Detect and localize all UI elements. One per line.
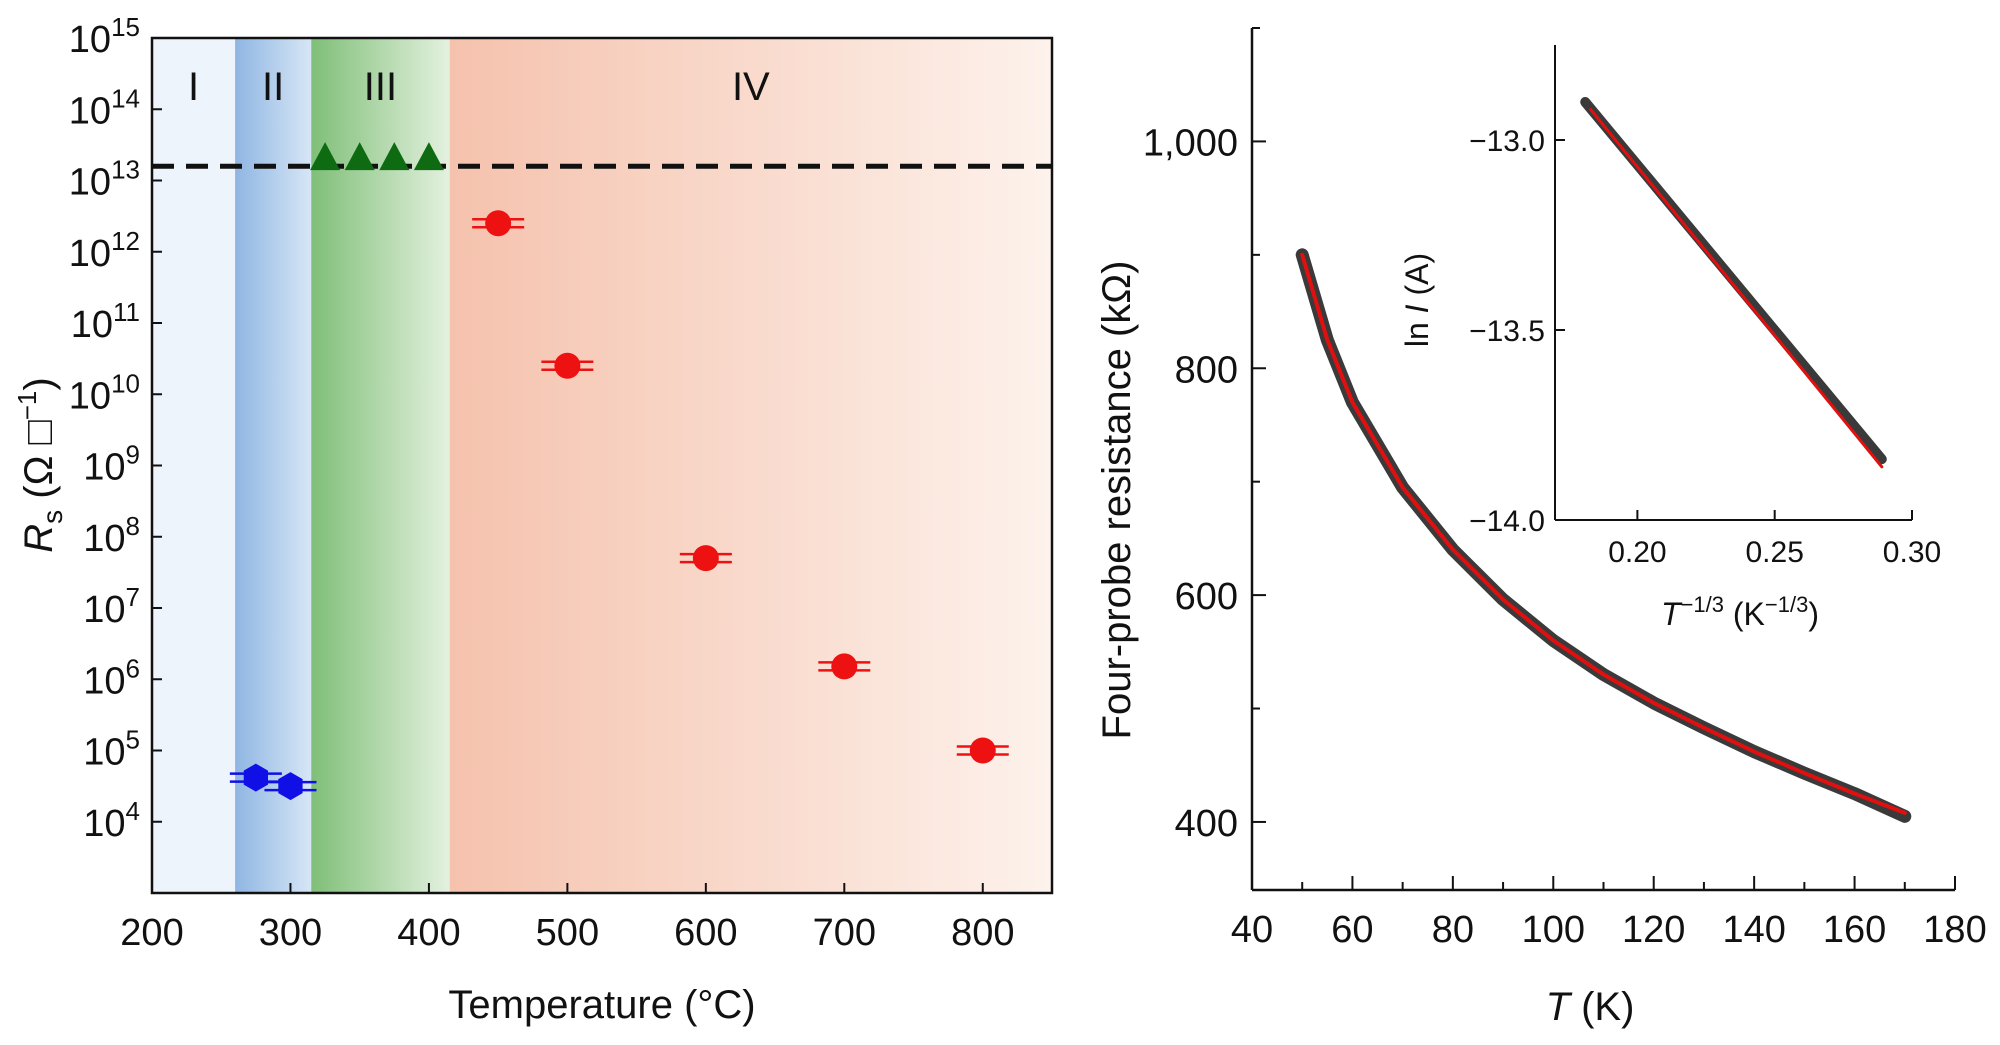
data-point-hexagon-1: [264, 772, 317, 801]
inset-y-tick-label: −14.0: [1469, 505, 1545, 538]
y-tick-label: 105: [83, 725, 140, 774]
x-tick-label: 500: [536, 912, 599, 954]
x-tick-label: 180: [1923, 909, 1986, 951]
y-tick-label: 1012: [69, 226, 140, 275]
region-label-i: I: [188, 65, 199, 109]
data-point-triangle-0: [310, 142, 341, 171]
y-tick-label: 106: [83, 653, 140, 702]
inset-x-tick-label: 0.25: [1745, 536, 1803, 569]
data-point-triangle-2: [379, 142, 410, 171]
right-x-axis-title: T (K): [1546, 985, 1635, 1029]
region-label-ii: II: [262, 65, 284, 109]
inset-y-tick-label: −13.0: [1469, 125, 1545, 158]
x-tick-label: 200: [120, 912, 183, 954]
x-tick-label: 120: [1622, 909, 1685, 951]
y-tick-label: 600: [1175, 576, 1238, 618]
data-point-circle-1: [541, 352, 594, 379]
series-line-fit: [1300, 252, 1907, 815]
y-tick-label: 109: [83, 440, 140, 489]
y-tick-label: 1,000: [1143, 122, 1238, 164]
x-tick-label: 160: [1823, 909, 1886, 951]
x-tick-label: 600: [674, 912, 737, 954]
y-tick-label: 1011: [71, 297, 140, 346]
y-tick-label: 1010: [69, 368, 140, 417]
y-tick-label: 400: [1175, 803, 1238, 845]
x-tick-label: 80: [1432, 909, 1474, 951]
left-y-axis-title: Rs (Ω □−1): [12, 377, 68, 552]
region-label-iii: III: [364, 65, 397, 109]
triangle-marker: [310, 142, 341, 171]
region-iii-band: [311, 38, 450, 893]
x-tick-label: 60: [1331, 909, 1373, 951]
left-x-axis-title: Temperature (°C): [448, 983, 755, 1027]
x-tick-label: 100: [1522, 909, 1585, 951]
x-tick-label: 300: [259, 912, 322, 954]
right-y-axis-title: Four-probe resistance (kΩ): [1095, 261, 1139, 740]
region-iv-band: [449, 38, 1052, 893]
region-i-band: [152, 38, 236, 893]
x-tick-label: 700: [813, 912, 876, 954]
data-point-circle-3: [818, 653, 871, 680]
circle-marker: [969, 737, 996, 764]
y-tick-label: 107: [83, 582, 140, 631]
circle-marker: [485, 210, 512, 237]
circle-marker: [692, 545, 719, 572]
triangle-marker: [379, 142, 410, 171]
data-point-circle-2: [679, 545, 732, 572]
x-tick-label: 800: [951, 912, 1014, 954]
data-point-circle-0: [472, 210, 525, 237]
hexagon-marker: [278, 772, 303, 801]
inset-chart: 0.20 0.25 0.30 −13.0 −13.5 −14.0 ln I (A) T−…: [1399, 45, 1941, 632]
inset-series-line-fit: [1589, 108, 1884, 469]
triangle-marker: [344, 142, 375, 171]
resistance-vs-temperature-chart: I II III IV 200 300 400 500 600 700 800 104105106…: [12, 12, 1054, 1027]
x-tick-label: 140: [1722, 909, 1785, 951]
y-tick-label: 1015: [69, 12, 140, 61]
region-ii-band: [235, 38, 312, 893]
y-tick-label: 1013: [69, 155, 140, 204]
inset-y-tick-label: −13.5: [1469, 315, 1545, 348]
circle-marker: [554, 352, 581, 379]
inset-x-axis-title: T−1/3 (K−1/3): [1661, 592, 1819, 632]
x-tick-label: 40: [1231, 909, 1273, 951]
svg-text:Rs (Ω □−1): Rs (Ω □−1): [12, 377, 68, 552]
triangle-marker: [413, 142, 444, 171]
y-tick-label: 800: [1175, 349, 1238, 391]
data-point-circle-4: [956, 737, 1009, 764]
hexagon-marker: [243, 763, 268, 792]
y-tick-label: 104: [83, 796, 140, 845]
region-label-iv: IV: [732, 65, 770, 109]
x-tick-label: 400: [397, 912, 460, 954]
data-point-triangle-3: [413, 142, 444, 171]
data-point-triangle-1: [344, 142, 375, 171]
y-tick-label: 1014: [69, 83, 140, 132]
inset-y-axis-title: ln I (A): [1399, 253, 1435, 347]
inset-x-tick-label: 0.30: [1883, 536, 1941, 569]
y-tick-label: 108: [83, 511, 140, 560]
circle-marker: [831, 653, 858, 680]
inset-x-tick-label: 0.20: [1608, 536, 1666, 569]
four-probe-resistance-chart: 40 60 80 100 120 140 160 180 400 600 800 1,000 Fou…: [1095, 27, 1987, 1029]
